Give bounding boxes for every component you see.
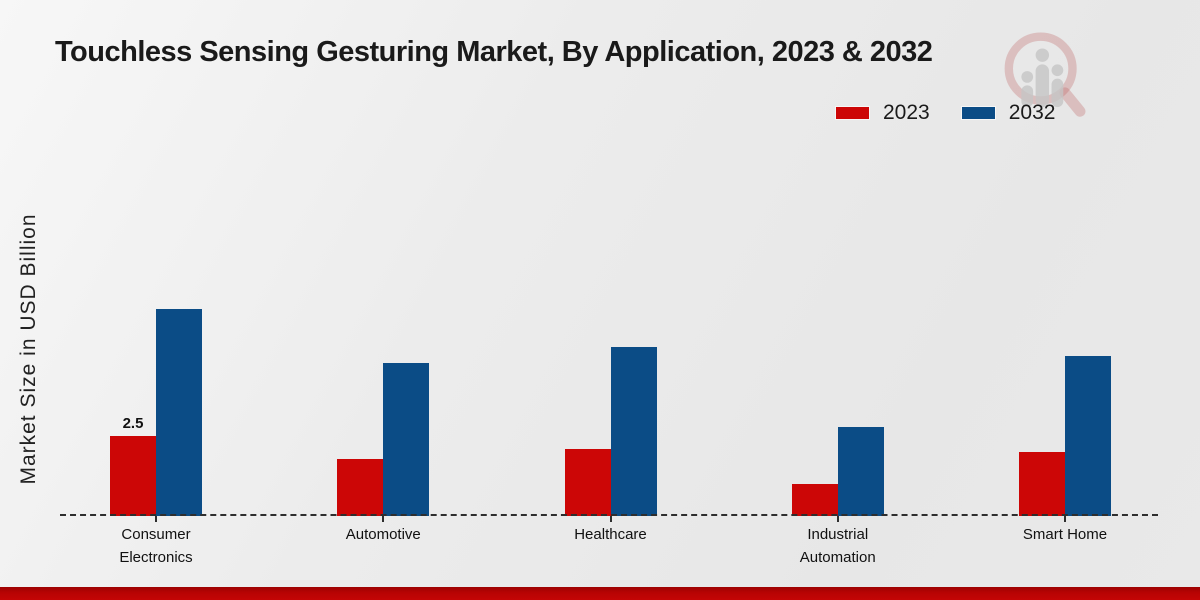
x-axis-baseline bbox=[60, 514, 1158, 516]
bar-2023-automotive bbox=[337, 459, 384, 516]
bar-value-label-2023-consumer-electronics: 2.5 bbox=[122, 415, 144, 432]
category-label-smart-home: Smart Home bbox=[1022, 526, 1108, 543]
x-axis-tick-healthcare bbox=[609, 516, 612, 522]
bar-2032-healthcare bbox=[610, 347, 657, 516]
category-label-industrial-automation: Industrial Automation bbox=[799, 526, 876, 566]
category-label-healthcare: Healthcare bbox=[574, 526, 647, 543]
legend-label-2023: 2023 bbox=[883, 101, 930, 124]
footer-accent-band bbox=[0, 587, 1200, 600]
legend-swatch-2023 bbox=[836, 107, 869, 119]
bar-2032-automotive bbox=[383, 363, 430, 516]
legend-label-2032: 2032 bbox=[1008, 101, 1056, 124]
bar-2032-consumer-electronics bbox=[156, 309, 202, 516]
legend: 2023 2032 bbox=[836, 101, 1055, 125]
legend-swatch-2032 bbox=[961, 107, 995, 119]
people-bars-glyph bbox=[1021, 48, 1064, 108]
bar-2023-smart-home bbox=[1019, 452, 1065, 516]
y-axis-label: Market Size in USD Billion bbox=[17, 213, 40, 485]
bar-2032-smart-home bbox=[1065, 356, 1111, 516]
bar-2023-healthcare bbox=[564, 449, 611, 516]
legend-item-2032: 2032 bbox=[961, 101, 1056, 125]
category-label-automotive: Automotive bbox=[345, 526, 421, 543]
x-axis-tick-automotive bbox=[382, 516, 385, 522]
chart-title: Touchless Sensing Gesturing Market, By A… bbox=[55, 36, 933, 68]
x-axis-tick-smart-home bbox=[1064, 516, 1066, 522]
magnifier-bar-chart-logo-icon bbox=[1004, 32, 1086, 117]
bar-2023-industrial-automation bbox=[791, 484, 838, 516]
magnifier-handle bbox=[1059, 87, 1086, 117]
bar-2023-consumer-electronics bbox=[110, 436, 156, 516]
category-label-consumer-electronics: Consumer Electronics bbox=[119, 526, 193, 566]
bar-2032-industrial-automation bbox=[837, 427, 884, 516]
legend-item-2023: 2023 bbox=[836, 101, 930, 125]
x-axis-tick-consumer-electronics bbox=[155, 516, 157, 522]
x-axis-tick-industrial-automation bbox=[836, 516, 839, 522]
